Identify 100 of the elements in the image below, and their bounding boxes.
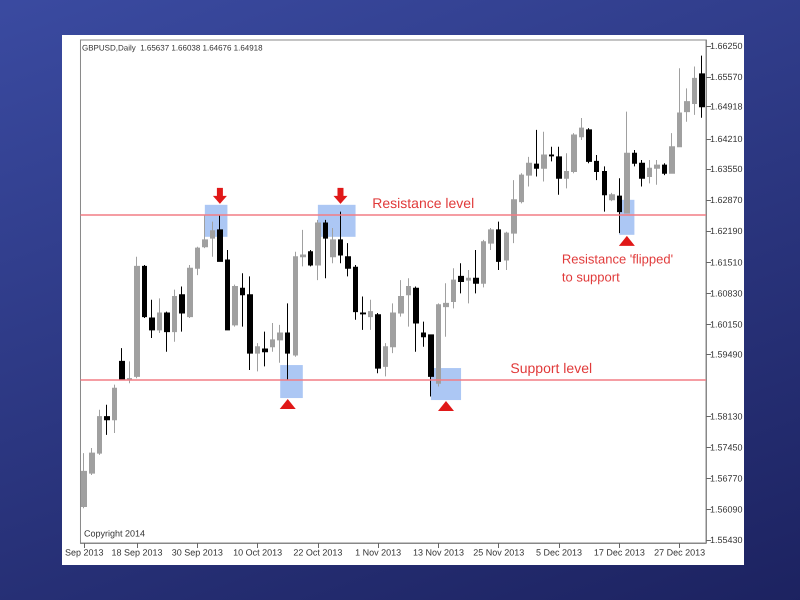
candlestick	[217, 214, 223, 262]
x-tick-label: 10 Oct 2013	[233, 548, 282, 558]
ref-line-label: Resistance level	[372, 194, 474, 211]
y-tick-label: 1.64210	[710, 134, 743, 144]
candlestick	[669, 132, 675, 174]
candlestick	[473, 249, 479, 294]
candlestick	[127, 360, 132, 384]
y-tick-label: 1.55430	[710, 534, 743, 545]
candlestick	[195, 246, 200, 276]
candlestick	[413, 286, 419, 352]
y-tick-label: 1.62190	[710, 226, 743, 236]
candlestick	[699, 55, 705, 118]
candlestick	[210, 221, 215, 258]
candlestick	[458, 262, 464, 294]
x-tick-label: 17 Dec 2013	[594, 548, 645, 558]
candlestick	[142, 264, 147, 318]
y-tick-label: 1.56770	[710, 474, 743, 484]
candlestick	[684, 88, 690, 122]
candlestick	[353, 264, 358, 320]
candlestick	[232, 284, 238, 328]
candlestick	[225, 249, 230, 330]
y-tick-label: 1.65570	[710, 72, 743, 82]
candlestick	[315, 219, 321, 281]
y-tick-label: 1.57450	[710, 442, 743, 453]
candlestick	[104, 404, 110, 436]
x-tick-label: 25 Nov 2013	[473, 548, 524, 558]
candlestick	[556, 146, 562, 196]
candlestick	[466, 270, 471, 304]
candlestick	[451, 268, 456, 309]
candlestick	[202, 214, 208, 249]
candlestick	[632, 150, 637, 167]
candlestick	[323, 219, 328, 279]
x-tick-label: 18 Sep 2013	[111, 548, 163, 558]
annotation: Resistance 'flipped' to support	[562, 251, 677, 284]
candlestick	[383, 342, 388, 377]
y-tick-label: 1.60830	[710, 288, 743, 298]
candlestick	[172, 289, 177, 342]
candlestick	[692, 66, 697, 116]
candlestick	[526, 156, 532, 188]
candlestick	[481, 239, 486, 288]
candlestick	[81, 452, 87, 509]
candlestick	[609, 192, 615, 202]
y-tick-label: 1.61510	[710, 257, 743, 268]
candlestick	[617, 178, 622, 234]
candlestick	[511, 180, 517, 244]
y-tick-label: 1.60150	[710, 319, 743, 330]
candlestick	[187, 264, 193, 318]
y-tick-label: 1.66250	[710, 40, 743, 51]
candlestick	[406, 278, 411, 328]
candlestick	[564, 152, 569, 189]
x-tick-label: 1 Nov 2013	[355, 548, 402, 558]
candlestick	[179, 286, 185, 332]
candlestick	[360, 296, 366, 330]
candlestick	[639, 160, 645, 188]
y-tick-label: 1.64918	[710, 102, 743, 112]
candlestick	[579, 118, 584, 140]
candlestick	[436, 302, 441, 387]
y-tick-label: 1.58130	[710, 412, 743, 422]
candlestick	[134, 256, 140, 379]
candlestick	[662, 162, 667, 176]
candlestick	[308, 249, 313, 267]
candlestick	[255, 342, 260, 372]
candlestick	[345, 242, 351, 277]
candlestick	[519, 172, 524, 204]
candlestick	[89, 448, 95, 476]
candlestick	[390, 302, 396, 354]
candlestick	[240, 272, 245, 328]
candlestick	[571, 132, 577, 174]
candlestick	[149, 299, 155, 339]
candlestick	[164, 311, 170, 352]
y-tick-label: 1.59490	[710, 349, 743, 360]
candlestick	[119, 348, 125, 381]
candlestick	[541, 131, 547, 182]
annotation: Copyright 2014	[84, 528, 146, 538]
x-tick-label: 13 Nov 2013	[412, 548, 464, 558]
y-tick-label: 1.63550	[710, 164, 743, 174]
candlestick	[602, 166, 607, 212]
candlestick	[247, 276, 253, 371]
y-tick-label: 1.56090	[710, 504, 743, 515]
y-tick-label: 1.62870	[710, 195, 743, 206]
candlestick	[488, 228, 494, 250]
candlestick	[594, 154, 599, 181]
candlestick	[398, 280, 404, 318]
chart-title: GBPUSD,Daily 1.65637 1.66038 1.64676 1.64918	[82, 44, 264, 52]
candlestick	[285, 302, 290, 381]
candlestick	[443, 282, 449, 338]
candlestick	[375, 312, 381, 374]
candlestick	[338, 211, 343, 264]
candlestick	[534, 129, 539, 177]
x-tick-label: 27 Dec 2013	[654, 548, 706, 558]
ref-line-label: Support level	[510, 360, 592, 376]
candlestick	[112, 384, 117, 434]
candlestick	[586, 128, 592, 164]
candlestick	[421, 321, 426, 348]
candlestick	[504, 231, 509, 271]
candlestick	[262, 331, 268, 367]
x-tick-label: Sep 2013	[64, 548, 104, 558]
candlestick	[368, 299, 373, 330]
candlestick	[549, 146, 554, 162]
candlestick	[496, 221, 501, 271]
